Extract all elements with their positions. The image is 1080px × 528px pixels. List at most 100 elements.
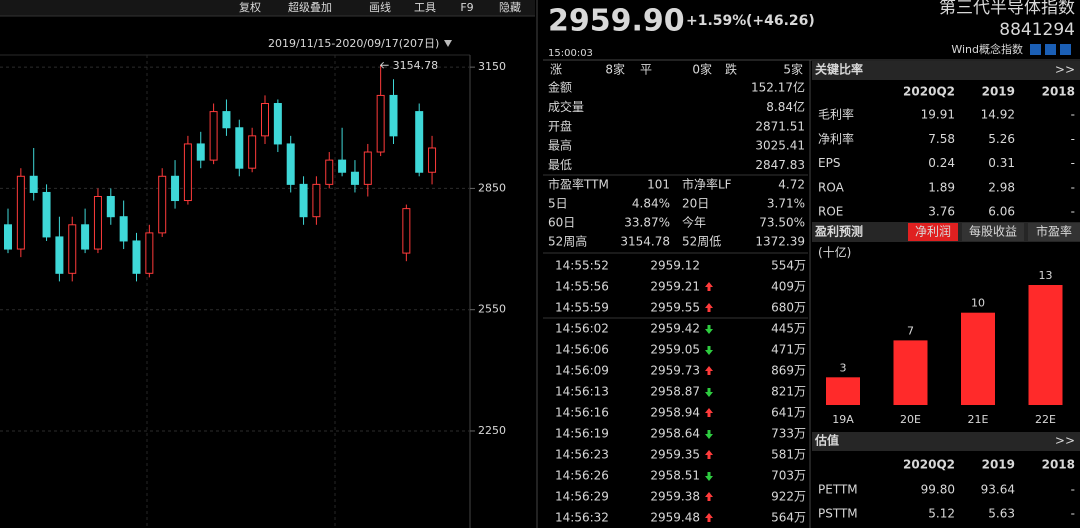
- toolbar-bg: [0, 0, 535, 16]
- stat-value: 2871.51: [755, 119, 805, 133]
- trade-price: 2958.64: [650, 427, 700, 441]
- row-label: ROA: [818, 180, 845, 194]
- trade-time: 14:55:52: [555, 259, 609, 273]
- stat-cell: 4.72: [778, 178, 805, 192]
- arrow-up: [705, 513, 713, 522]
- bar: [893, 340, 928, 405]
- trade-volume: 821万: [771, 385, 806, 399]
- table-value: -: [1071, 108, 1075, 122]
- stat-cell: 4.84%: [632, 197, 670, 211]
- table-value: 7.58: [928, 132, 955, 146]
- tab[interactable]: [908, 223, 958, 241]
- trade-price: 2958.87: [650, 385, 700, 399]
- table-value: 2.98: [988, 180, 1015, 194]
- candle-body: [299, 183, 308, 218]
- candle-body: [235, 127, 244, 169]
- max-annotation: 3154.78: [393, 59, 439, 72]
- trade-time: 14:56:13: [555, 385, 609, 399]
- column-header: 2019: [982, 458, 1015, 472]
- bar-label: 3: [840, 361, 847, 374]
- column-header: 2018: [1042, 458, 1075, 472]
- icon[interactable]: [1045, 44, 1056, 55]
- candle-body: [4, 224, 12, 250]
- stat-label: 金额: [548, 80, 572, 95]
- x-tick-label: 21E: [968, 413, 989, 426]
- candle-body: [325, 159, 334, 185]
- icon[interactable]: [1030, 44, 1041, 55]
- icon[interactable]: [1060, 44, 1071, 55]
- table-value: 0.24: [928, 156, 955, 170]
- candle-body: [363, 151, 372, 185]
- stat-cell: 今年: [682, 215, 706, 230]
- candle-body: [402, 208, 411, 254]
- arrow-up: [705, 408, 713, 417]
- candle-body: [428, 147, 437, 173]
- stat-cell: 3154.78: [620, 235, 670, 249]
- trade-time: 14:56:02: [555, 322, 609, 336]
- arrow-down: [705, 472, 713, 481]
- table-value: 19.91: [921, 108, 955, 122]
- trade-price: 2959.35: [650, 448, 700, 462]
- x-tick-label: 22E: [1035, 413, 1056, 426]
- stat-cell: 60日: [548, 216, 575, 230]
- arrow-down: [705, 325, 713, 334]
- bar-label: 13: [1039, 269, 1053, 282]
- trade-volume: 445万: [771, 322, 806, 336]
- trade-price: 2959.73: [650, 364, 700, 378]
- bar: [826, 377, 860, 405]
- trade-time: 14:56:32: [555, 511, 609, 525]
- index-type: Wind概念指数: [951, 42, 1023, 56]
- candle-body: [29, 175, 38, 193]
- trade-price: 2959.21: [650, 280, 700, 294]
- table-value: 1.89: [928, 180, 955, 194]
- x-tick-label: 19A: [832, 413, 854, 426]
- more-link[interactable]: >>: [1055, 434, 1075, 448]
- trade-time: 14:56:19: [555, 427, 609, 441]
- index-name: 第三代半导体指数: [939, 0, 1075, 18]
- toolbar-item: 画线: [369, 0, 391, 14]
- tab[interactable]: [1028, 223, 1080, 241]
- arrow-down: [705, 346, 713, 355]
- trade-time: 14:55:59: [555, 301, 609, 315]
- arrow-down: [705, 388, 713, 397]
- max-pointer: [379, 61, 389, 69]
- stat-cell: 市盈率TTM: [548, 177, 609, 192]
- bar: [1028, 285, 1063, 405]
- candle-body: [183, 143, 192, 202]
- y-tick-label: 3150: [478, 60, 506, 73]
- arrow-down: [705, 430, 713, 439]
- arrow-up: [705, 492, 713, 501]
- tab[interactable]: [962, 223, 1024, 241]
- breadth-cell: 跌: [725, 62, 737, 77]
- stat-cell: 20日: [682, 197, 709, 211]
- trade-price: 2959.48: [650, 511, 700, 525]
- candle-body: [312, 183, 321, 218]
- table-value: 93.64: [981, 483, 1015, 497]
- candle-body: [209, 111, 218, 161]
- more-link[interactable]: >>: [1055, 63, 1075, 77]
- table-value: -: [1071, 483, 1075, 497]
- trade-time: 14:56:16: [555, 406, 609, 420]
- range-icon[interactable]: [444, 40, 452, 47]
- table-value: -: [1071, 156, 1075, 170]
- row-label: EPS: [818, 156, 840, 170]
- y-tick-label: 2250: [478, 424, 506, 437]
- trade-volume: 554万: [771, 259, 806, 273]
- stat-value: 152.17亿: [751, 80, 805, 95]
- table-value: 5.63: [988, 507, 1015, 521]
- candle-body: [261, 103, 269, 137]
- table-value: 3.76: [928, 205, 955, 219]
- candle-body: [119, 216, 128, 242]
- toolbar-item: 复权: [239, 0, 261, 14]
- stat-cell: 1372.39: [755, 235, 805, 249]
- stat-value: 8.84亿: [766, 99, 805, 114]
- trade-volume: 564万: [771, 511, 806, 525]
- breadth-cell: 8家: [605, 62, 625, 77]
- breadth-cell: 涨: [550, 62, 562, 77]
- table-value: -: [1071, 507, 1075, 521]
- table-value: 14.92: [981, 108, 1015, 122]
- toolbar-item: 隐藏: [499, 1, 521, 14]
- breadth-cell: 平: [640, 63, 652, 77]
- toolbar-item: F9: [460, 1, 473, 14]
